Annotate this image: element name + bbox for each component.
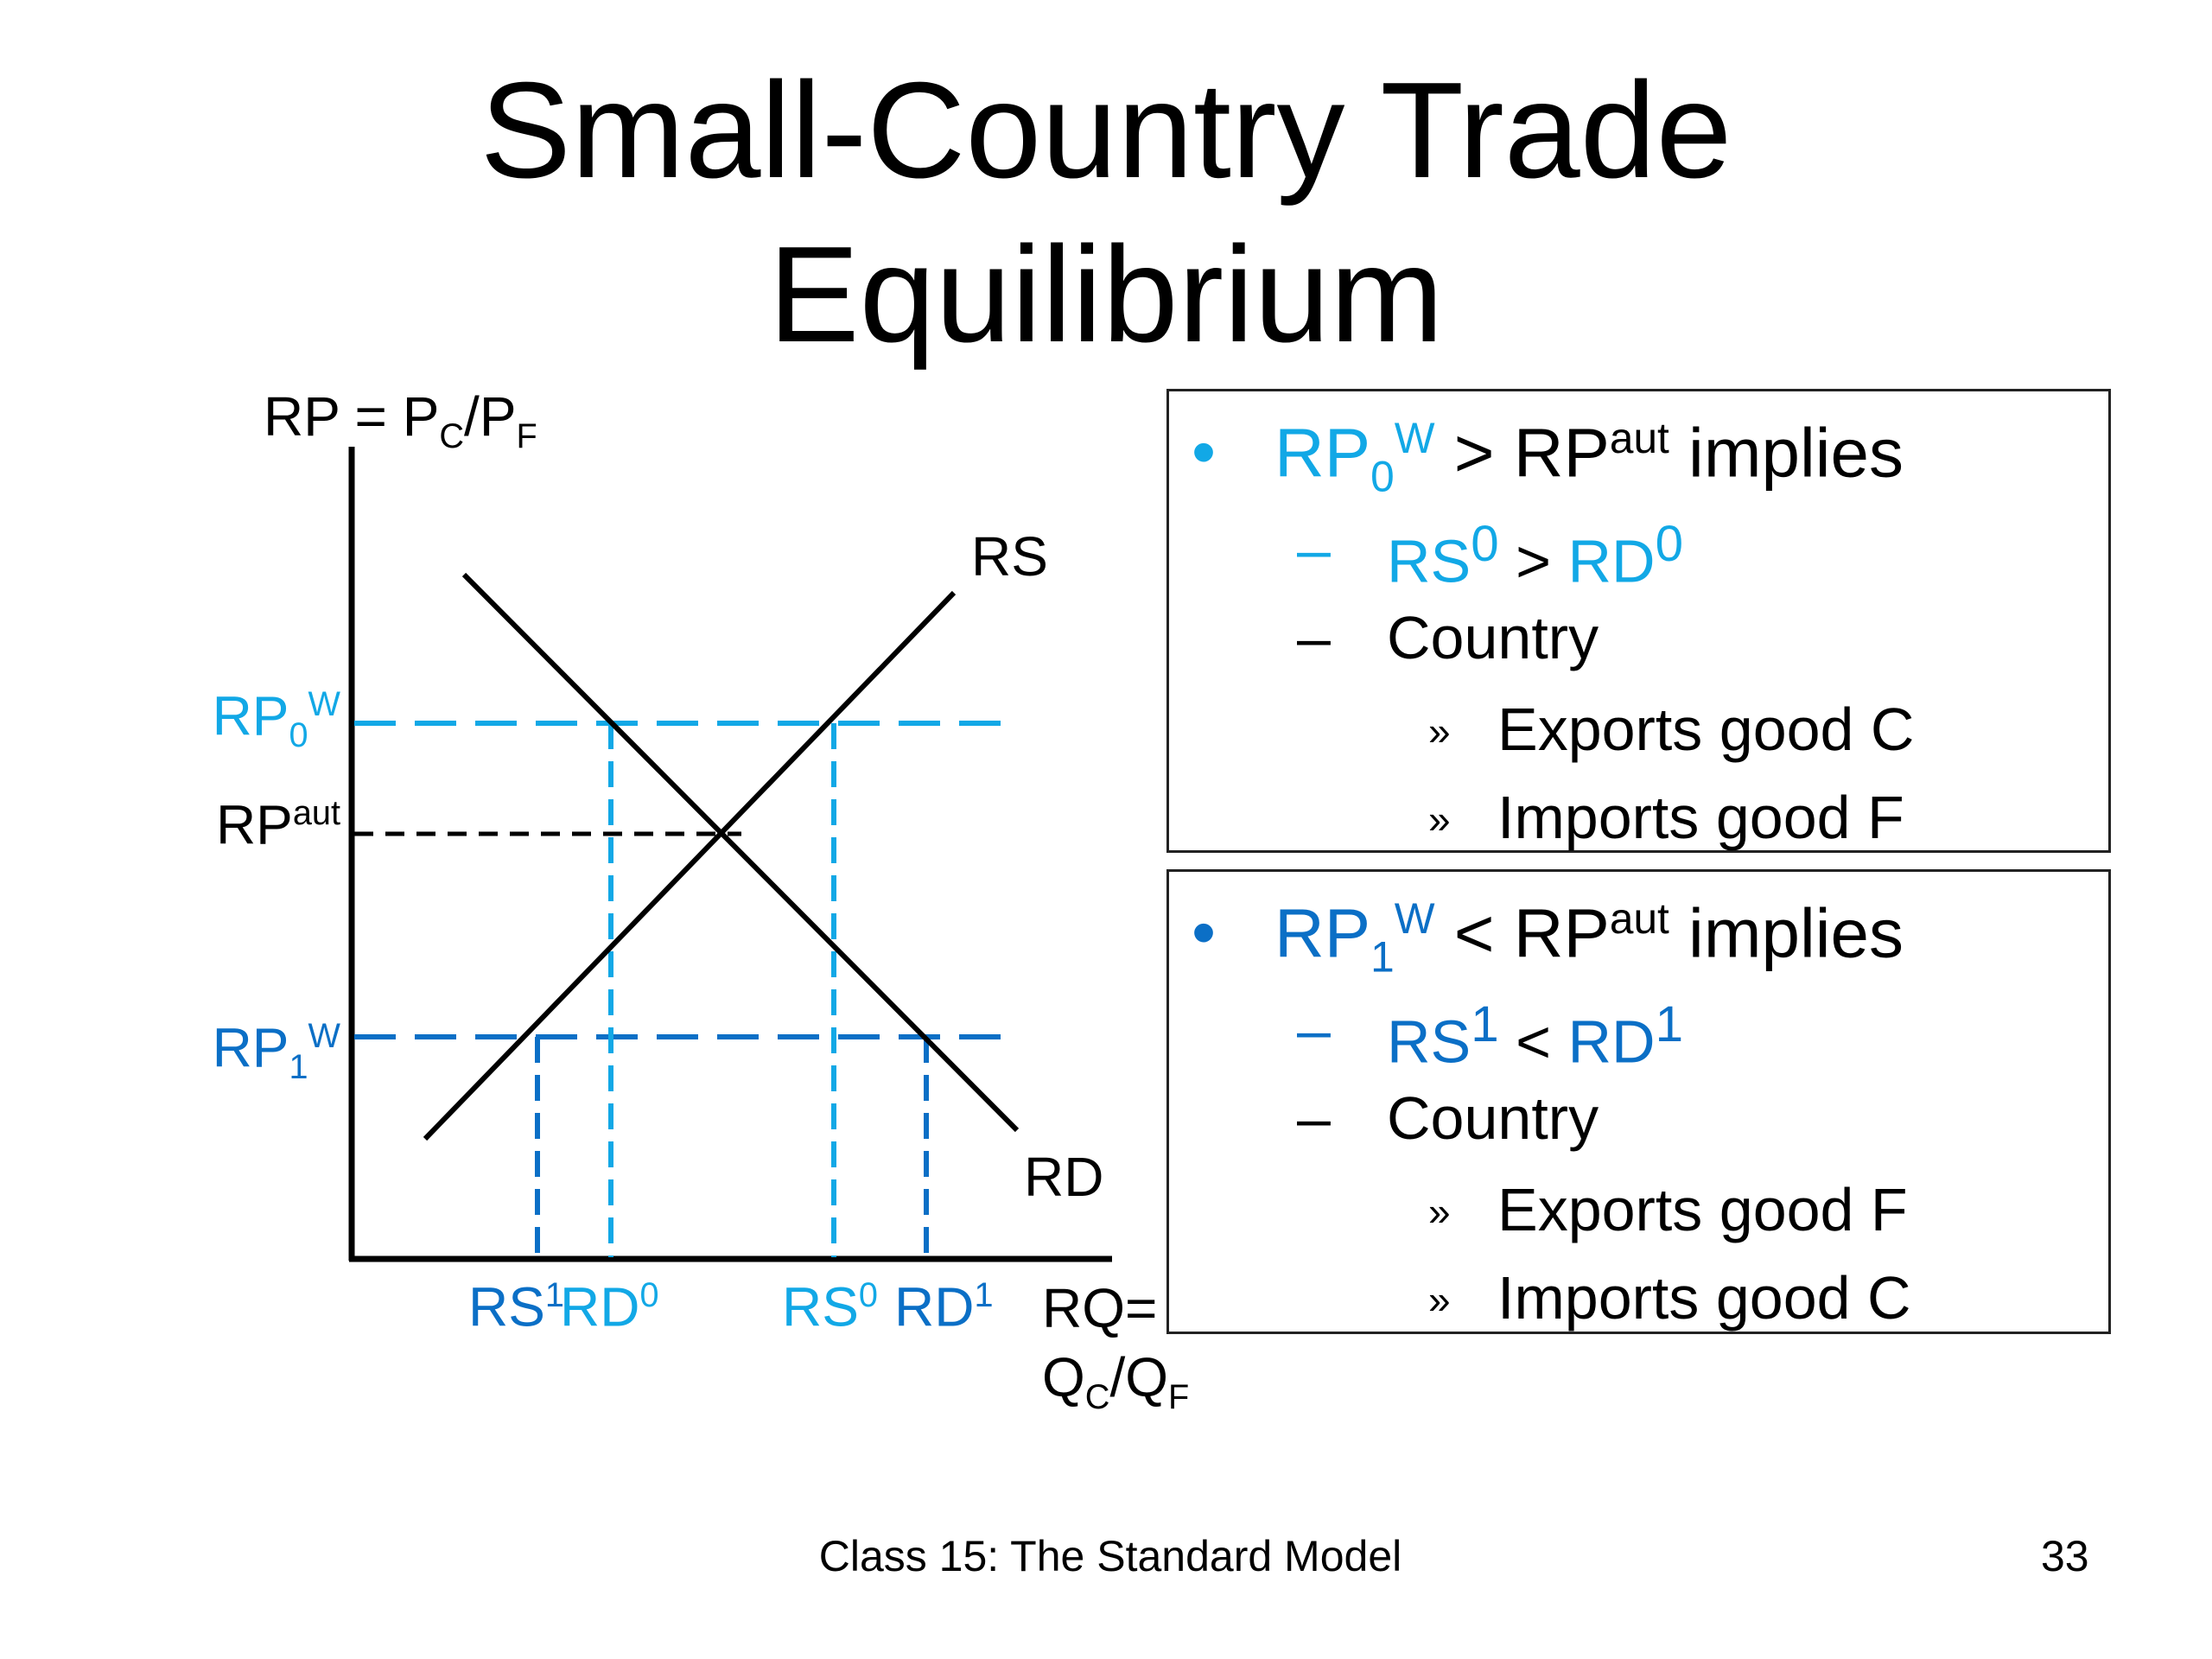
dash-icon: – — [1297, 516, 1331, 583]
slide-title-line-1: Small-Country Trade — [480, 54, 1732, 207]
chevron-bullet-icon: » — [1428, 1189, 1451, 1234]
box1-country: Country — [1387, 604, 1599, 671]
chevron-bullet-icon: » — [1428, 709, 1451, 753]
page-number: 33 — [2041, 1532, 2089, 1580]
box1-comparison: RS0 > RD0 — [1387, 516, 1684, 595]
box2-country: Country — [1387, 1084, 1599, 1152]
box1-item-2: Imports good F — [1497, 784, 1904, 851]
rs1-label: RS1 — [468, 1275, 564, 1338]
bullet-icon: • — [1192, 893, 1217, 970]
chevron-bullet-icon: » — [1428, 1277, 1451, 1322]
rd1-label: RD1 — [894, 1275, 994, 1338]
slide-footer: Class 15: The Standard Model — [818, 1532, 1402, 1580]
slide-title-line-2: Equilibrium — [768, 219, 1444, 371]
dash-icon: – — [1297, 1084, 1331, 1152]
x-axis-label-line-1: RQ= — [1042, 1277, 1158, 1339]
rp0w-label: RP0W — [212, 684, 340, 755]
chevron-bullet-icon: » — [1428, 797, 1451, 842]
rpaut-label: RPaut — [215, 793, 340, 856]
box2-item-2: Imports good C — [1497, 1264, 1911, 1332]
rs0-label: RS0 — [782, 1275, 878, 1338]
rs-curve-label: RS — [971, 525, 1048, 588]
rp1w-label: RP1W — [212, 1016, 340, 1087]
box2-comparison: RS1 < RD1 — [1387, 996, 1684, 1076]
rd-curve-label: RD — [1024, 1146, 1104, 1208]
box2-heading: RP1W < RPaut implies — [1274, 894, 1904, 982]
dash-icon: – — [1297, 996, 1331, 1064]
box1-item-1: Exports good C — [1497, 696, 1915, 763]
x-axis-label-line-2: QC/QF — [1042, 1346, 1190, 1416]
y-axis-label: RP = PC/PF — [264, 385, 537, 455]
dash-icon: – — [1297, 604, 1331, 671]
bullet-icon: • — [1192, 413, 1217, 490]
rs-curve — [423, 590, 957, 1141]
rd0-label: RD0 — [560, 1275, 659, 1338]
box2-item-1: Exports good F — [1497, 1176, 1908, 1243]
case-rp0w-box: • RP0W > RPaut implies – RS0 > RD0 – Cou… — [1166, 389, 2111, 853]
box1-heading: RP0W > RPaut implies — [1274, 414, 1904, 501]
case-rp1w-box: • RP1W < RPaut implies – RS1 < RD1 – Cou… — [1166, 869, 2111, 1334]
rd-curve — [461, 572, 1020, 1133]
